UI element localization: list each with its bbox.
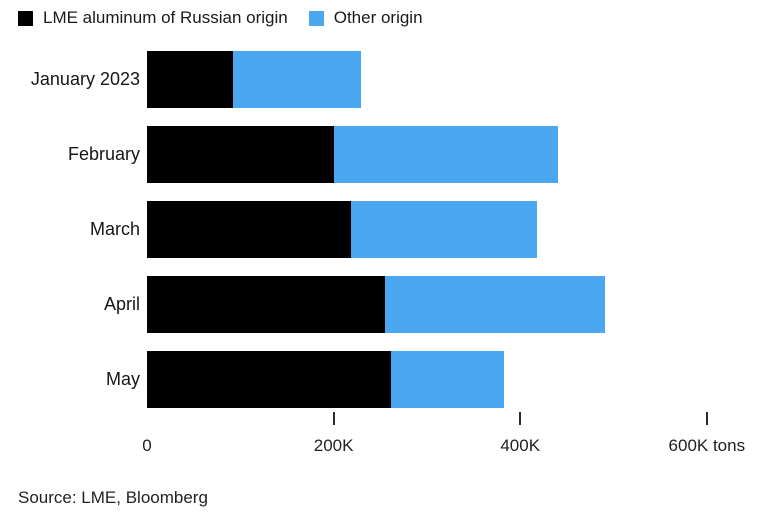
bar-row: March [0, 201, 766, 258]
bar-segment-other-origin [384, 276, 606, 333]
bar-segment-other-origin [391, 351, 505, 408]
x-axis-tick-mark [332, 412, 335, 425]
stacked-bar [147, 126, 746, 183]
bar-row: January 2023 [0, 51, 766, 108]
category-label: January 2023 [30, 69, 140, 89]
legend-label-other-origin: Other origin [333, 8, 423, 27]
bar-segment-other-origin [333, 126, 558, 183]
legend-swatch-other-origin [308, 10, 324, 26]
category-label: February [67, 144, 140, 164]
category-label: May [105, 369, 140, 389]
bars-area: January 2023 February March April May [0, 51, 766, 408]
source-text: Source: LME, Bloomberg [18, 488, 208, 507]
stacked-bar [147, 351, 746, 408]
bar-segment-other-origin [232, 51, 361, 108]
x-axis-ticks [147, 412, 746, 425]
bar-segment-russian-origin [147, 126, 334, 183]
x-axis-tick-mark [705, 412, 708, 425]
x-axis-tick-label: 200K [313, 436, 354, 455]
bar-segment-russian-origin [147, 276, 385, 333]
x-axis-tick-label: 600K tons [668, 436, 746, 455]
bar-row: April [0, 276, 766, 333]
stacked-bar-chart: LME aluminum of Russian origin Other ori… [0, 8, 766, 508]
legend-item-other-origin: Other origin [308, 8, 423, 28]
legend-swatch-russian-origin [18, 10, 33, 26]
x-axis-tick-label: 400K [500, 436, 541, 455]
x-axis-tick-mark [519, 412, 522, 425]
bar-segment-russian-origin [147, 351, 392, 408]
bar-row: February [0, 126, 766, 183]
bar-segment-russian-origin [147, 201, 352, 258]
legend-item-russian-origin: LME aluminum of Russian origin [18, 8, 288, 28]
x-axis-tick-label: 0 [142, 436, 152, 455]
x-axis-labels: 0 200K 400K 600K tons [142, 436, 746, 457]
category-label: March [89, 219, 140, 239]
stacked-bar [147, 276, 746, 333]
bar-segment-russian-origin [147, 51, 233, 108]
legend-label-russian-origin: LME aluminum of Russian origin [43, 8, 288, 27]
bar-row: May [0, 351, 766, 408]
category-label: April [103, 294, 140, 314]
stacked-bar [147, 201, 746, 258]
stacked-bar [147, 51, 746, 108]
legend: LME aluminum of Russian origin Other ori… [18, 8, 766, 28]
bar-segment-other-origin [351, 201, 537, 258]
